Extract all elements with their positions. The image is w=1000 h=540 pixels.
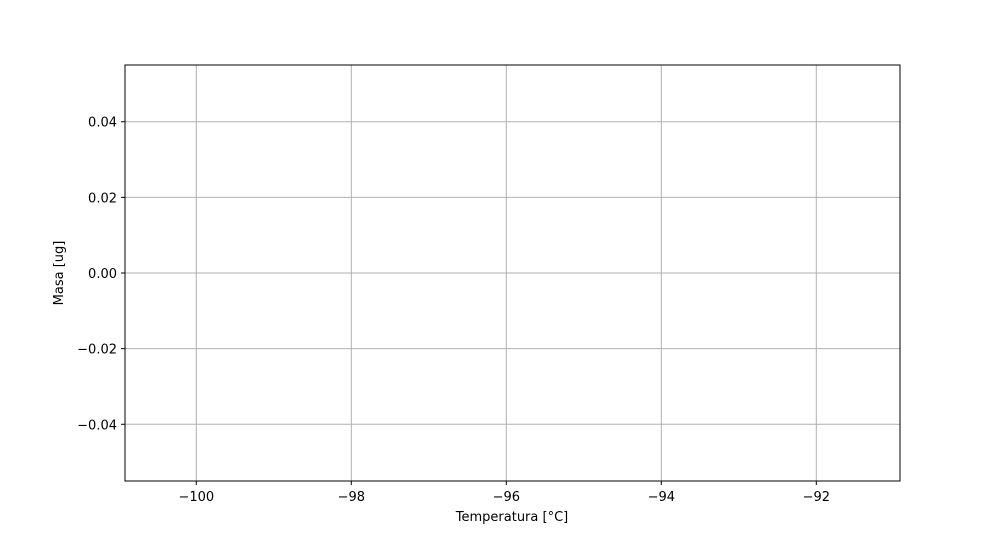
x-tick-label: −100	[178, 490, 214, 505]
x-axis: −100 −98 −96 −94 −92	[178, 481, 830, 505]
y-tick-label: 0.02	[88, 191, 117, 206]
grid	[125, 65, 900, 481]
x-tick-label: −98	[338, 490, 365, 505]
y-axis-label: Masa [ug]	[52, 241, 67, 306]
y-tick-label: −0.02	[77, 343, 117, 358]
x-axis-label: Temperatura [°C]	[455, 510, 568, 525]
y-tick-label: −0.04	[77, 418, 117, 433]
y-axis: 0.04 0.02 0.00 −0.02 −0.04	[77, 116, 125, 433]
y-tick-label: 0.00	[88, 267, 117, 282]
x-tick-label: −92	[803, 490, 830, 505]
x-tick-label: −96	[493, 490, 520, 505]
y-tick-label: 0.04	[88, 116, 117, 131]
x-tick-label: −94	[648, 490, 675, 505]
